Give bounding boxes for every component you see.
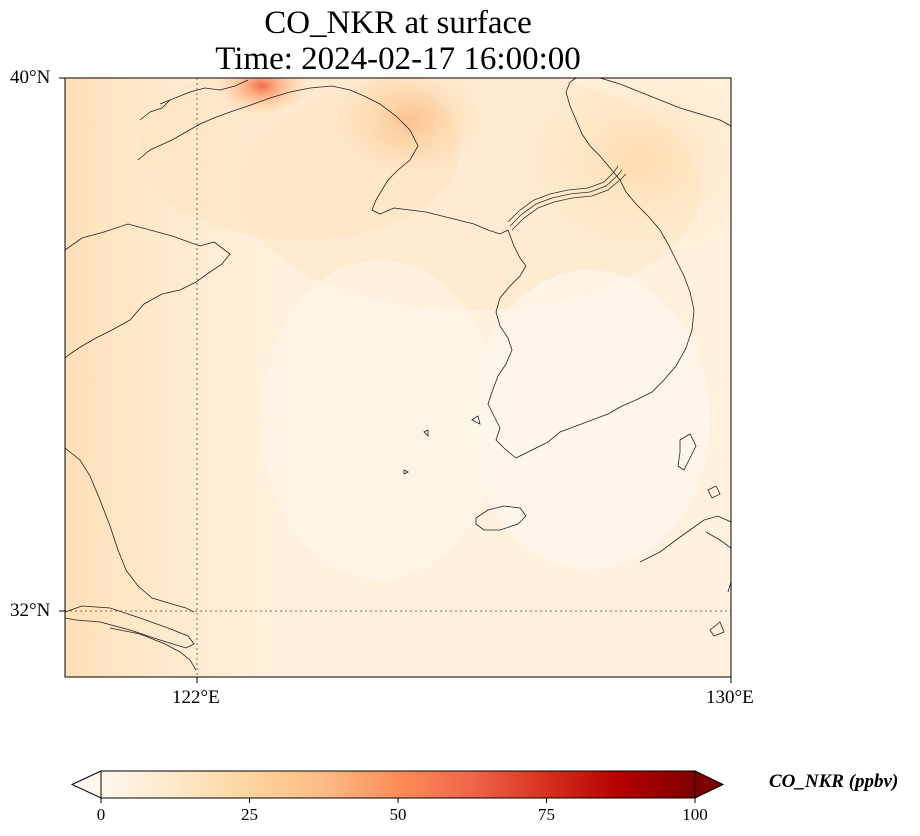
colorbar-gradient — [101, 771, 695, 798]
map-title: CO_NKR at surface — [264, 5, 532, 41]
border-lines — [507, 165, 627, 231]
lon-label-122e: 122°E — [172, 687, 220, 708]
colorbar-tick-50: 50 — [389, 805, 407, 824]
lon-label-130e: 130°E — [706, 687, 754, 708]
colorbar-extend-low — [70, 770, 102, 799]
map-frame — [64, 77, 732, 678]
coastlines — [65, 78, 731, 671]
lat-label-40n: 40°N — [10, 67, 51, 88]
colorbar-tick-25: 25 — [241, 805, 258, 824]
colorbar — [70, 770, 725, 803]
concentration-field — [65, 78, 731, 677]
colorbar-extend-high — [694, 770, 725, 799]
colorbar-label: CO_NKR (ppbv) — [769, 771, 899, 792]
colorbar-tick-100: 100 — [682, 805, 708, 824]
map-subtitle-time: Time: 2024-02-17 16:00:00 — [215, 41, 581, 77]
gridlines — [65, 78, 731, 677]
colorbar-tick-0: 0 — [96, 805, 106, 824]
lat-label-32n: 32°N — [10, 600, 51, 621]
axis-ticks — [59, 77, 732, 683]
colorbar-tick-75: 75 — [538, 805, 555, 824]
